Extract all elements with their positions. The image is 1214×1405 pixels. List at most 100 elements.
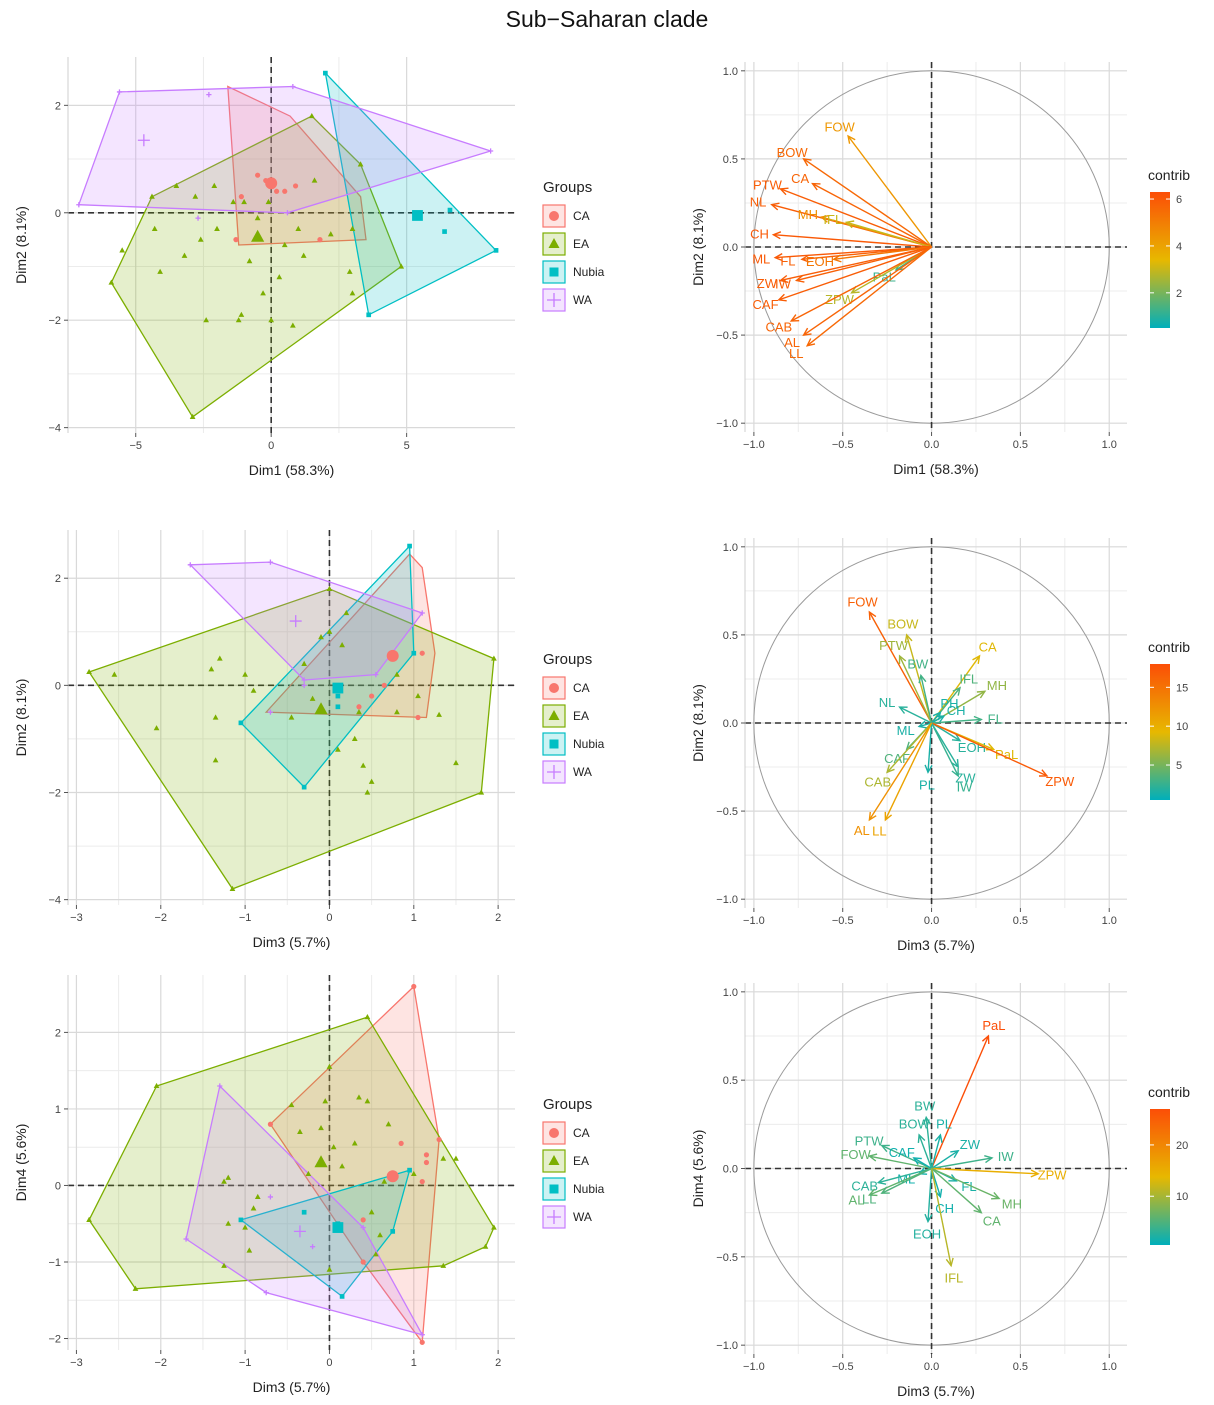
point-nubia xyxy=(339,1294,345,1299)
vector-arrowhead xyxy=(934,1133,943,1143)
point-ea xyxy=(260,290,266,296)
vector-label-eoh: EOH xyxy=(913,1226,941,1241)
vector-arrowhead xyxy=(912,1157,922,1165)
point-ea xyxy=(377,1232,383,1238)
point-ea xyxy=(326,585,333,592)
vector-label-ifl: IFL xyxy=(823,212,842,227)
contrib-legend: contrib 10 20 xyxy=(1148,1084,1190,1245)
vector-arrowhead xyxy=(868,610,877,621)
vector-label-zw: ZW xyxy=(960,1137,981,1152)
point-ea xyxy=(268,317,275,323)
contrib-legend-title: contrib xyxy=(1148,167,1190,183)
point-ea xyxy=(491,1224,497,1230)
point-wa xyxy=(267,559,274,565)
vector-arrowhead xyxy=(880,1186,890,1194)
vector-arrow-bow xyxy=(803,158,932,248)
x-tick-label: 1.0 xyxy=(1102,915,1117,927)
vector-label-cab: CAB xyxy=(765,320,792,335)
colorbar-tick-label: 10 xyxy=(1176,1191,1188,1203)
y-tick-label: −0.5 xyxy=(716,806,738,818)
x-tick-label: 0.0 xyxy=(924,439,939,451)
point-ea xyxy=(364,1013,371,1020)
y-axis-label: Dim2 (8.1%) xyxy=(690,208,706,286)
point-ca xyxy=(419,1339,425,1345)
vector-label-ch: CH xyxy=(750,227,769,242)
point-ea xyxy=(453,1155,459,1161)
point-wa xyxy=(488,148,494,154)
point-ea xyxy=(330,1144,337,1150)
point-nubia xyxy=(335,704,341,710)
x-tick-label: 0.0 xyxy=(924,915,939,927)
vector-label-fl: FL xyxy=(988,712,1003,727)
vector-arrow-ptw xyxy=(898,655,933,724)
vector-arrowhead xyxy=(802,327,812,337)
vector-label-fow: FOW xyxy=(824,119,855,134)
vector-arrowhead xyxy=(868,811,877,822)
centroid-ca xyxy=(265,177,278,190)
point-ea xyxy=(335,746,341,752)
vector-arrowhead xyxy=(905,741,915,751)
point-ea xyxy=(281,241,288,248)
point-ea xyxy=(346,268,353,274)
vector-arrow-pl xyxy=(930,1134,942,1169)
point-ea xyxy=(436,711,442,717)
vector-label-ptw: PTW xyxy=(753,178,783,193)
point-ca xyxy=(411,983,417,990)
vector-arrowhead xyxy=(924,764,933,774)
vector-label-ml: ML xyxy=(752,251,770,266)
point-ea xyxy=(197,236,204,242)
hull-ea xyxy=(88,588,495,890)
y-tick-label: −1.0 xyxy=(716,1340,738,1352)
centroid-ca xyxy=(386,1170,399,1183)
hull-ca xyxy=(264,553,436,719)
vector-label-ph: PH xyxy=(940,696,958,711)
point-nubia xyxy=(442,229,447,234)
point-nubia xyxy=(238,720,244,726)
point-ca xyxy=(282,188,288,194)
point-ea xyxy=(288,1101,295,1108)
vector-arrowhead xyxy=(981,1034,990,1045)
vector-arrowhead xyxy=(1038,769,1049,777)
vector-label-ifl: IFL xyxy=(959,671,978,686)
groups-legend-title: Groups xyxy=(543,179,592,196)
point-ea xyxy=(203,317,210,323)
vector-arrowhead xyxy=(973,1205,983,1214)
contrib-legend-title: contrib xyxy=(1148,639,1190,655)
point-ca xyxy=(423,1159,430,1166)
x-tick-label: −1.0 xyxy=(743,1361,765,1373)
vector-arrow-iw xyxy=(931,1157,993,1170)
point-ea xyxy=(309,695,316,701)
vector-arrowhead xyxy=(935,715,946,723)
contrib-legend: contrib 5 10 15 xyxy=(1148,639,1190,800)
x-tick-label: 0.5 xyxy=(1013,1361,1028,1373)
point-ea xyxy=(108,279,115,285)
vector-arrow-ch xyxy=(931,715,945,724)
vector-arrowhead xyxy=(952,686,962,696)
point-ea xyxy=(343,609,350,616)
point-ea xyxy=(221,1262,227,1268)
vector-arrowhead xyxy=(991,1191,1001,1200)
vector-arrowhead xyxy=(771,231,782,240)
vector-label-zpw: ZPW xyxy=(1038,1167,1068,1182)
vector-label-bow: BOW xyxy=(777,145,809,160)
point-ca xyxy=(356,704,362,710)
centroid-wa xyxy=(293,1225,306,1238)
legend-label-wa: WA xyxy=(573,765,592,779)
vector-arrow-caf xyxy=(778,246,932,301)
y-tick-label: −1.0 xyxy=(716,418,738,430)
vector-arrow-ml xyxy=(775,246,932,259)
point-nubia xyxy=(335,693,341,699)
point-ea xyxy=(339,642,345,648)
y-tick-label: 1.0 xyxy=(723,987,738,999)
y-tick-label: −1 xyxy=(48,1257,61,1269)
legend-symbol-ca xyxy=(549,683,559,693)
point-ea xyxy=(225,1220,232,1226)
vector-arrowhead xyxy=(880,1144,890,1153)
vector-arrow-ll xyxy=(884,722,933,821)
colorbar-tick-label: 15 xyxy=(1176,682,1188,694)
vector-label-mh: MH xyxy=(1002,1196,1022,1211)
point-ea xyxy=(368,1209,375,1215)
point-wa xyxy=(187,562,193,568)
point-ca xyxy=(238,194,244,200)
point-nubia xyxy=(407,543,412,549)
